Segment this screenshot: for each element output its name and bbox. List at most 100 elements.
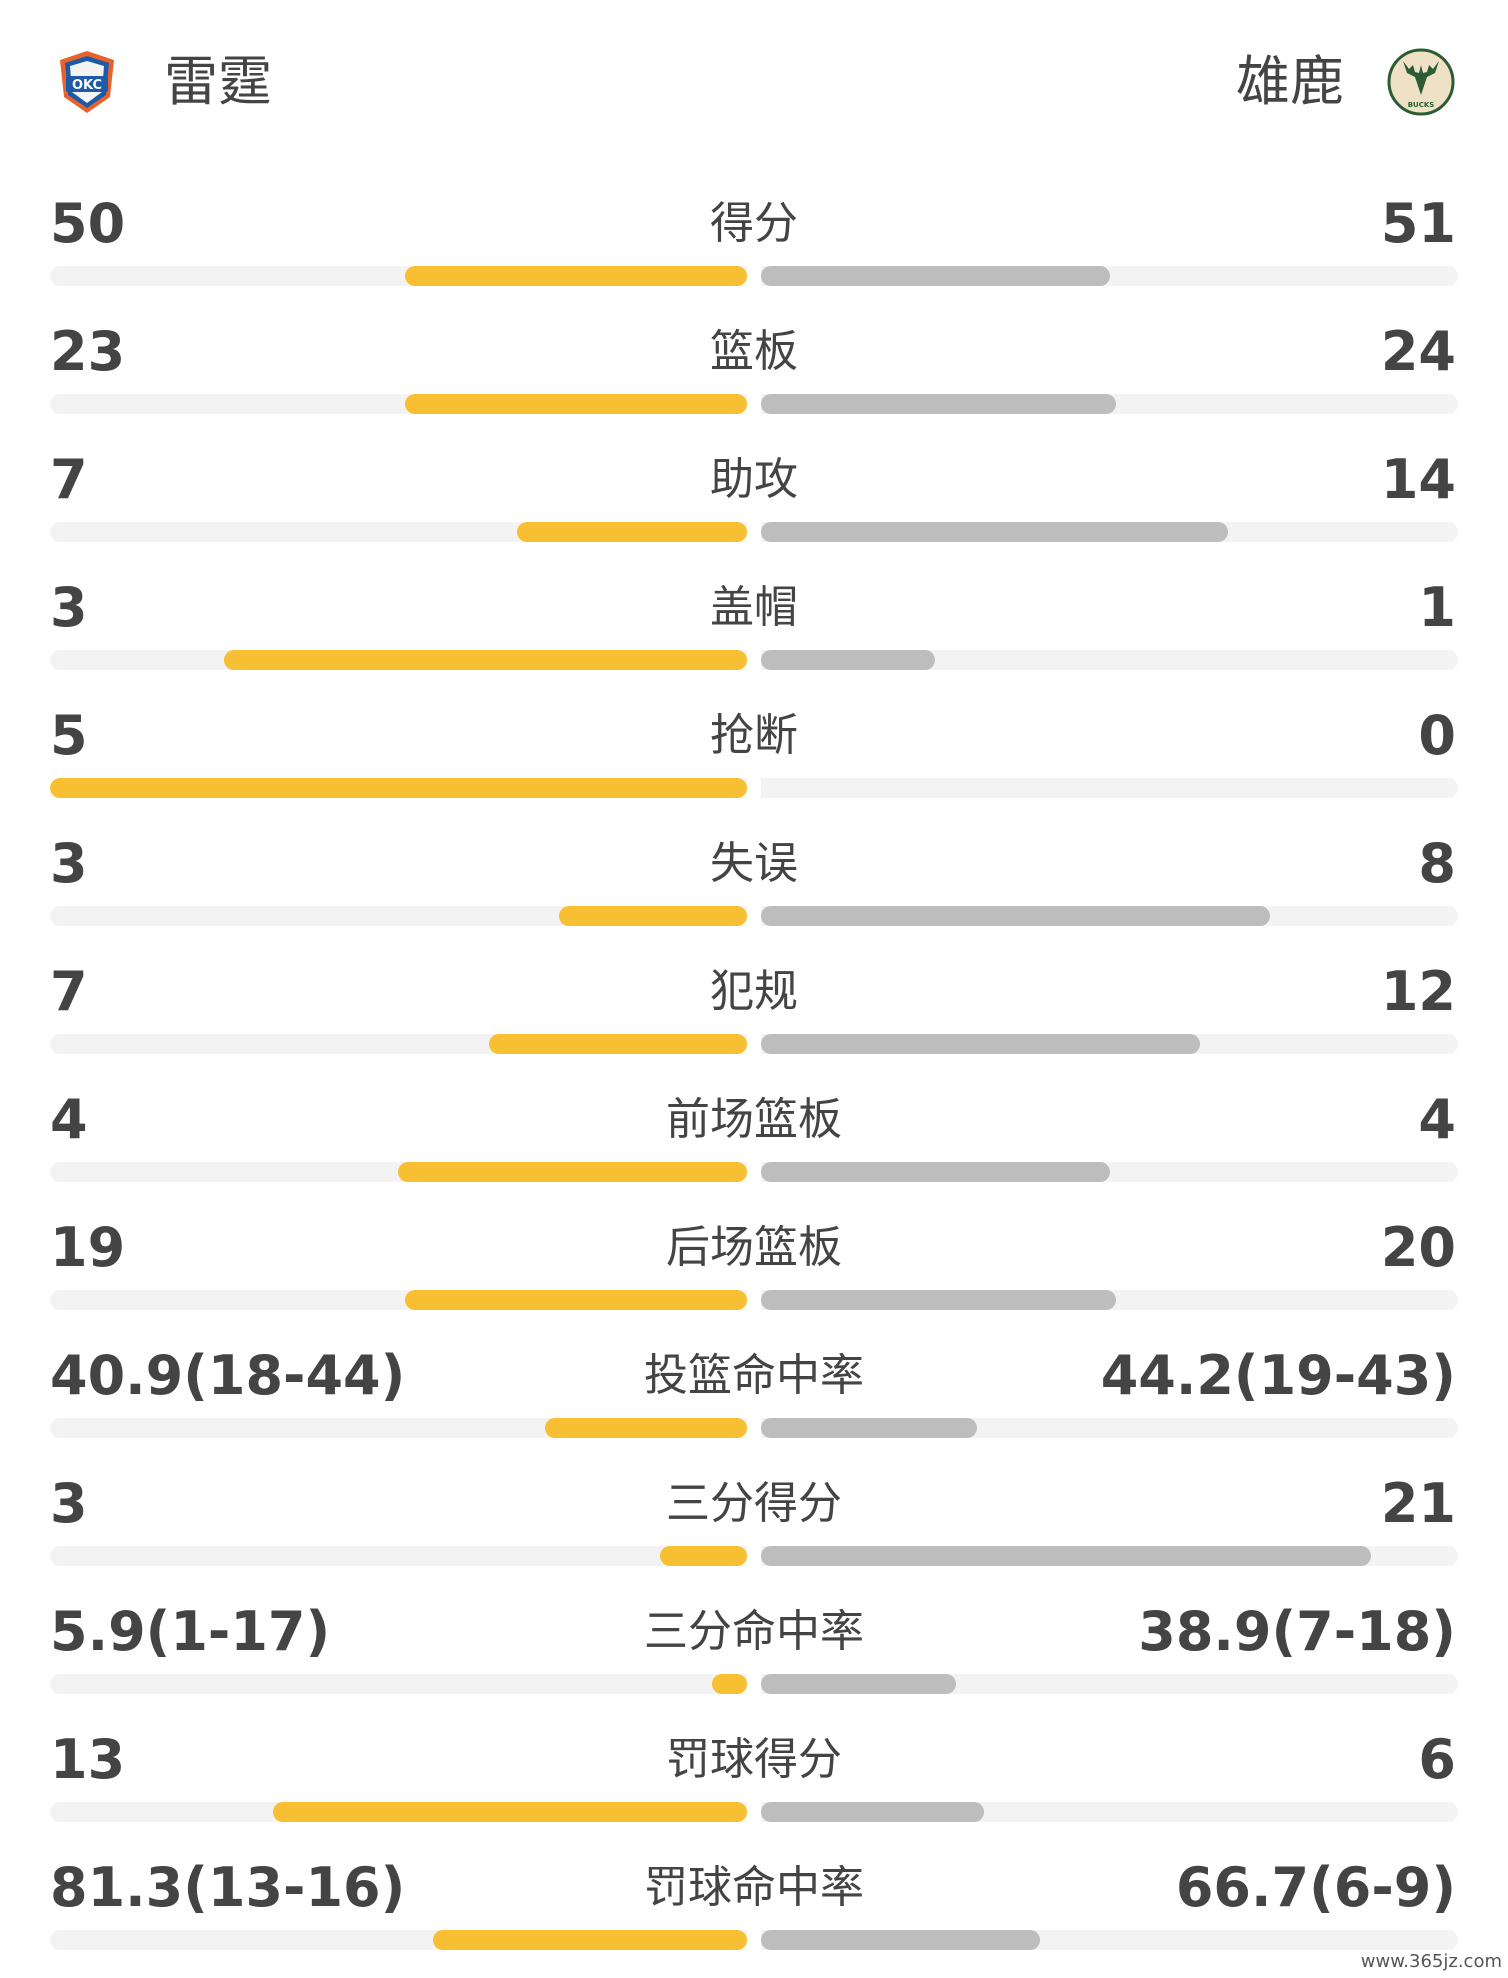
home-bar-track xyxy=(50,1034,747,1054)
stat-label: 失误 xyxy=(710,838,798,889)
away-stat-value: 8 xyxy=(1418,832,1456,895)
away-stat-value: 6 xyxy=(1418,1728,1456,1791)
stat-label: 前场篮板 xyxy=(666,1094,842,1145)
stat-row: 19 后场篮板 20 xyxy=(0,1204,1508,1332)
stat-row: 4 前场篮板 4 xyxy=(0,1076,1508,1204)
away-bar-track xyxy=(761,1034,1458,1054)
stat-row: 3 三分得分 21 xyxy=(0,1460,1508,1588)
home-stat-value: 4 xyxy=(50,1088,88,1151)
home-bar-track xyxy=(50,778,747,798)
home-bar-fill xyxy=(405,1290,747,1310)
home-stat-value: 3 xyxy=(50,1472,88,1535)
home-bar-fill xyxy=(433,1930,747,1950)
away-bar-fill xyxy=(761,1162,1110,1182)
away-stat-value: 20 xyxy=(1380,1216,1456,1279)
stat-row: 81.3(13-16) 罚球命中率 66.7(6-9) xyxy=(0,1844,1508,1972)
milwaukee-bucks-logo-icon: BUCKS xyxy=(1387,48,1455,116)
away-bar-track xyxy=(761,650,1458,670)
home-bar-fill xyxy=(273,1802,747,1822)
home-stat-value: 5 xyxy=(50,704,88,767)
home-bar-track xyxy=(50,1930,747,1950)
home-stat-value: 5.9(1-17) xyxy=(50,1600,331,1663)
home-bar-fill xyxy=(489,1034,747,1054)
away-bar-fill xyxy=(761,1674,956,1694)
team-header: OKC 雷霆 雄鹿 BUCKS xyxy=(0,0,1508,160)
stat-label: 三分得分 xyxy=(666,1478,842,1529)
stat-row: 5.9(1-17) 三分命中率 38.9(7-18) xyxy=(0,1588,1508,1716)
home-bar-track xyxy=(50,394,747,414)
home-stat-value: 19 xyxy=(50,1216,126,1279)
away-bar-fill xyxy=(761,1034,1200,1054)
svg-text:OKC: OKC xyxy=(72,78,102,93)
home-bar-fill xyxy=(660,1546,747,1566)
away-stat-value: 38.9(7-18) xyxy=(1138,1600,1456,1663)
away-stat-value: 4 xyxy=(1418,1088,1456,1151)
away-stat-value: 21 xyxy=(1380,1472,1456,1535)
stat-row: 50 得分 51 xyxy=(0,180,1508,308)
stat-label: 盖帽 xyxy=(710,582,798,633)
away-stat-value: 0 xyxy=(1418,704,1456,767)
home-team[interactable]: OKC 雷霆 xyxy=(52,42,272,122)
stat-label: 罚球得分 xyxy=(666,1734,842,1785)
home-bar-fill xyxy=(405,266,747,286)
home-stat-value: 13 xyxy=(50,1728,126,1791)
stat-label: 后场篮板 xyxy=(666,1222,842,1273)
okc-thunder-logo-icon: OKC xyxy=(60,51,114,113)
stat-label: 投篮命中率 xyxy=(644,1350,864,1401)
away-stat-value: 12 xyxy=(1380,960,1456,1023)
home-stat-value: 7 xyxy=(50,960,88,1023)
away-stat-value: 14 xyxy=(1380,448,1456,511)
away-bar-track xyxy=(761,1290,1458,1310)
away-bar-fill xyxy=(761,650,935,670)
away-bar-fill xyxy=(761,1290,1116,1310)
home-bar-track xyxy=(50,650,747,670)
stat-row: 13 罚球得分 6 xyxy=(0,1716,1508,1844)
stat-label: 助攻 xyxy=(710,454,798,505)
home-team-name: 雷霆 xyxy=(164,50,272,113)
home-stat-value: 81.3(13-16) xyxy=(50,1856,406,1919)
svg-text:BUCKS: BUCKS xyxy=(1408,101,1435,109)
home-stat-value: 3 xyxy=(50,576,88,639)
away-stat-value: 51 xyxy=(1380,192,1456,255)
stat-label: 犯规 xyxy=(710,966,798,1017)
away-bar-track xyxy=(761,778,1458,798)
stat-row: 7 助攻 14 xyxy=(0,436,1508,564)
home-bar-track xyxy=(50,1290,747,1310)
home-bar-track xyxy=(50,266,747,286)
home-bar-track xyxy=(50,1418,747,1438)
stat-label: 得分 xyxy=(710,198,798,249)
home-stat-value: 7 xyxy=(50,448,88,511)
away-bar-fill xyxy=(761,266,1110,286)
stat-label: 三分命中率 xyxy=(644,1606,864,1657)
away-bar-fill xyxy=(761,522,1228,542)
home-bar-track xyxy=(50,906,747,926)
away-bar-track xyxy=(761,1802,1458,1822)
home-bar-fill xyxy=(405,394,747,414)
away-team[interactable]: 雄鹿 BUCKS xyxy=(1236,42,1456,122)
away-bar-track xyxy=(761,1162,1458,1182)
away-bar-track xyxy=(761,394,1458,414)
team-stats-comparison: 50 得分 51 23 篮板 24 7 助攻 14 3 盖帽 1 5 抢断 0 3 失误 8 7 犯规 12 4 前场篮板 4… xyxy=(0,180,1508,1972)
home-bar-fill xyxy=(517,522,747,542)
away-bar-track xyxy=(761,1546,1458,1566)
away-bar-fill xyxy=(761,1802,984,1822)
away-bar-fill xyxy=(761,1418,977,1438)
home-bar-track xyxy=(50,1162,747,1182)
stat-row: 23 篮板 24 xyxy=(0,308,1508,436)
home-stat-value: 40.9(18-44) xyxy=(50,1344,406,1407)
away-bar-fill xyxy=(761,906,1270,926)
away-team-name: 雄鹿 xyxy=(1236,50,1344,113)
away-bar-track xyxy=(761,906,1458,926)
home-bar-track xyxy=(50,522,747,542)
home-bar-fill xyxy=(398,1162,747,1182)
stat-label: 罚球命中率 xyxy=(644,1862,864,1913)
home-stat-value: 3 xyxy=(50,832,88,895)
stat-label: 抢断 xyxy=(710,710,798,761)
home-bar-track xyxy=(50,1674,747,1694)
watermark: www.365jz.com xyxy=(1360,1951,1502,1972)
away-stat-value: 66.7(6-9) xyxy=(1175,1856,1456,1919)
home-bar-fill xyxy=(224,650,747,670)
away-bar-track xyxy=(761,1674,1458,1694)
home-bar-fill xyxy=(712,1674,747,1694)
home-bar-track xyxy=(50,1802,747,1822)
